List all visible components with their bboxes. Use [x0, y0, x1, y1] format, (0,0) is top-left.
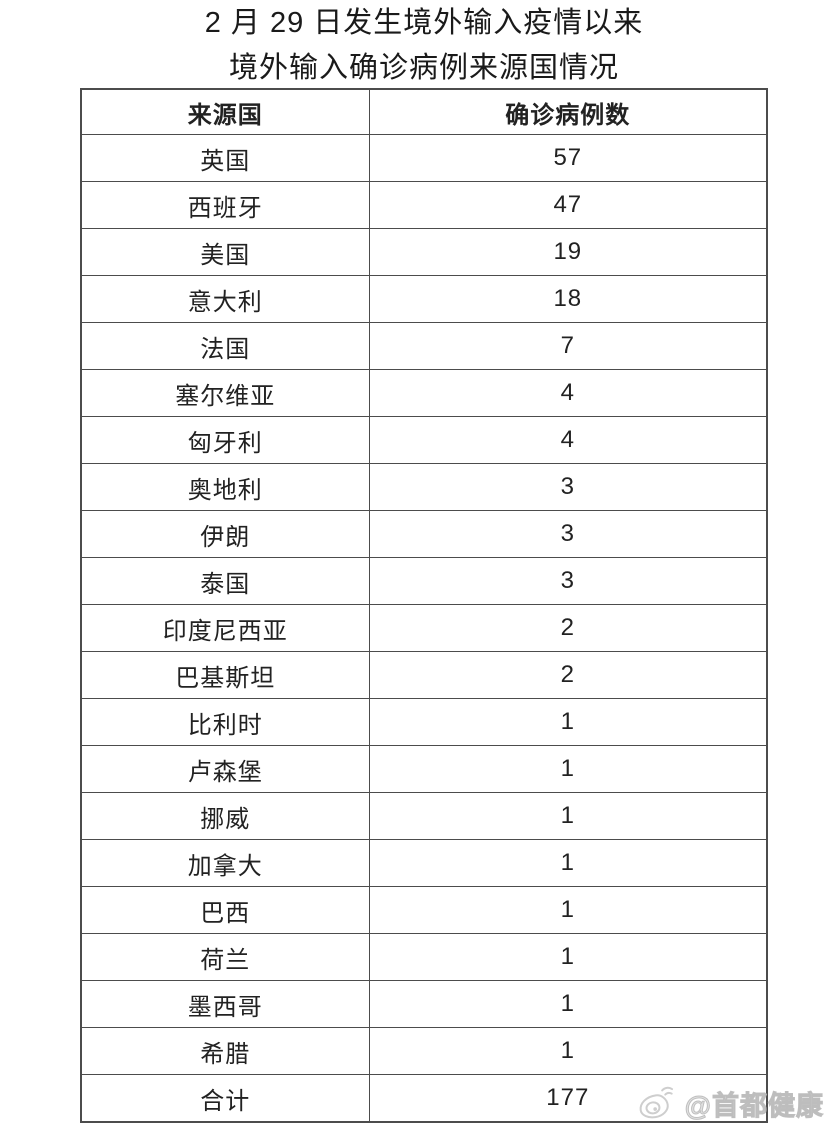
- country-cell: 巴基斯坦: [80, 651, 370, 699]
- table-row: 美国 19: [80, 228, 768, 276]
- cases-cell: 1: [368, 886, 768, 934]
- title-line-2: 境外输入确诊病例来源国情况: [228, 52, 619, 84]
- country-cell: 法国: [80, 322, 370, 370]
- table-row: 英国 57: [80, 134, 768, 182]
- table-row: 巴基斯坦 2: [80, 651, 768, 699]
- cases-cell: 4: [368, 369, 768, 417]
- cases-cell: 19: [368, 228, 768, 276]
- header-row: 来源国 确诊病例数: [80, 88, 768, 135]
- cases-cell: 1: [368, 745, 768, 793]
- country-cell: 意大利: [80, 275, 370, 323]
- country-cell: 匈牙利: [80, 416, 370, 464]
- cases-cell: 2: [368, 604, 768, 652]
- table-row: 荷兰 1: [80, 933, 768, 981]
- cases-cell: 18: [368, 275, 768, 323]
- table-row: 匈牙利 4: [80, 416, 768, 464]
- title-line-1: 2 月 29 日发生境外输入疫情以来: [204, 7, 644, 39]
- table-row: 希腊 1: [80, 1027, 768, 1075]
- table-row: 挪威 1: [80, 792, 768, 840]
- country-cell: 伊朗: [80, 510, 370, 558]
- country-cell: 加拿大: [80, 839, 370, 887]
- table-row: 泰国 3: [80, 557, 768, 605]
- cases-cell: 57: [368, 134, 768, 182]
- cases-cell: 3: [368, 557, 768, 605]
- table-row: 西班牙 47: [80, 181, 768, 229]
- total-row: 合计 177: [80, 1074, 768, 1123]
- cases-cell: 1: [368, 933, 768, 981]
- country-cell: 美国: [80, 228, 370, 276]
- table-row: 意大利 18: [80, 275, 768, 323]
- table-row: 法国 7: [80, 322, 768, 370]
- table-row: 伊朗 3: [80, 510, 768, 558]
- cases-cell: 1: [368, 792, 768, 840]
- country-cell: 荷兰: [80, 933, 370, 981]
- country-cell: 英国: [80, 134, 370, 182]
- page-title: 2 月 29 日发生境外输入疫情以来 境外输入确诊病例来源国情况: [80, 0, 768, 89]
- cases-cell: 4: [368, 416, 768, 464]
- cases-cell: 3: [368, 463, 768, 511]
- country-cell: 西班牙: [80, 181, 370, 229]
- table-row: 印度尼西亚 2: [80, 604, 768, 652]
- table-row: 加拿大 1: [80, 839, 768, 887]
- cases-cell: 1: [368, 839, 768, 887]
- country-cell: 塞尔维亚: [80, 369, 370, 417]
- cases-cell: 177: [368, 1074, 768, 1123]
- table-row: 比利时 1: [80, 698, 768, 746]
- column-header-country: 来源国: [80, 88, 370, 135]
- country-cell: 巴西: [80, 886, 370, 934]
- cases-cell: 1: [368, 980, 768, 1028]
- country-cell: 印度尼西亚: [80, 604, 370, 652]
- country-cell: 墨西哥: [80, 980, 370, 1028]
- cases-cell: 3: [368, 510, 768, 558]
- table-row: 塞尔维亚 4: [80, 369, 768, 417]
- country-cell: 挪威: [80, 792, 370, 840]
- table-row: 巴西 1: [80, 886, 768, 934]
- source-country-table: 来源国 确诊病例数 英国 57 西班牙 47 美国 19 意大利 18 法国 7 塞尔维亚 4 匈牙利 4…: [80, 88, 768, 1123]
- country-cell: 合计: [80, 1074, 370, 1123]
- table-row: 墨西哥 1: [80, 980, 768, 1028]
- country-cell: 卢森堡: [80, 745, 370, 793]
- country-cell: 泰国: [80, 557, 370, 605]
- country-cell: 希腊: [80, 1027, 370, 1075]
- country-cell: 奥地利: [80, 463, 370, 511]
- table-row: 卢森堡 1: [80, 745, 768, 793]
- cases-cell: 7: [368, 322, 768, 370]
- table-row: 奥地利 3: [80, 463, 768, 511]
- column-header-cases: 确诊病例数: [368, 88, 768, 135]
- cases-cell: 2: [368, 651, 768, 699]
- cases-cell: 1: [368, 698, 768, 746]
- country-cell: 比利时: [80, 698, 370, 746]
- cases-cell: 1: [368, 1027, 768, 1075]
- cases-cell: 47: [368, 181, 768, 229]
